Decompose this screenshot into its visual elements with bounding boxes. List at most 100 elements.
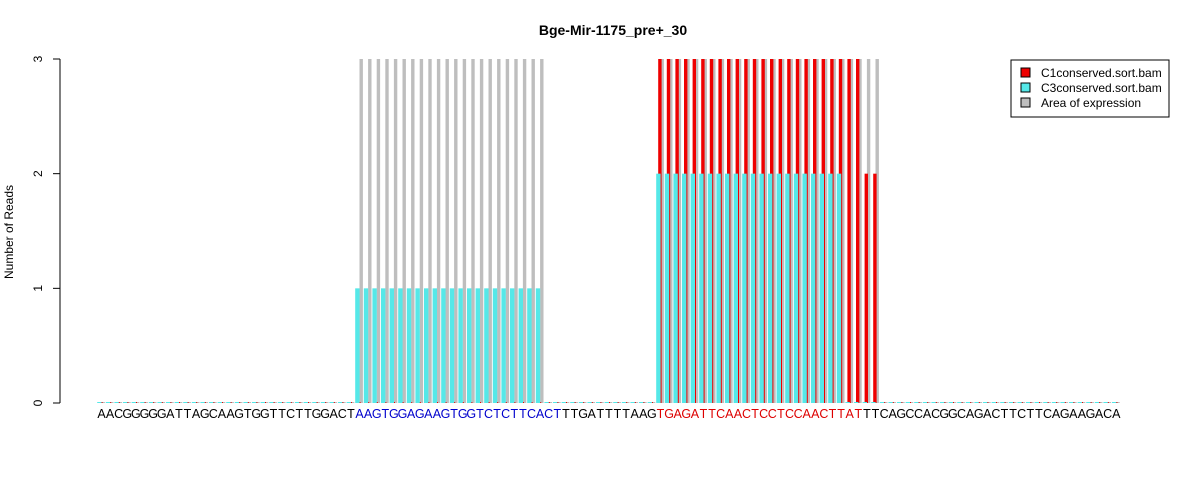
- sequence-base: A: [1112, 407, 1121, 421]
- sequence-base: G: [251, 407, 261, 421]
- bar-c3conserved: [527, 288, 532, 403]
- sequence-base: G: [647, 407, 657, 421]
- sequence-base: A: [725, 407, 734, 421]
- sequence-base: A: [923, 407, 932, 421]
- sequence-base: A: [889, 407, 898, 421]
- bar-area-of-expression: [531, 59, 535, 403]
- sequence-base: G: [415, 407, 425, 421]
- sequence-base: G: [974, 407, 984, 421]
- sequence-base: T: [751, 407, 759, 421]
- sequence-base: T: [571, 407, 579, 421]
- sequence-base: T: [510, 407, 518, 421]
- bar-c3conserved: [381, 288, 386, 403]
- bar-area-of-expression: [522, 59, 527, 403]
- bar-c3conserved: [819, 173, 824, 403]
- sequence-base: C: [484, 407, 493, 421]
- sequence-base: T: [295, 407, 303, 421]
- sequence-base: A: [691, 407, 700, 421]
- sequence-base: C: [819, 407, 828, 421]
- sequence-base: T: [1026, 407, 1034, 421]
- sequence-base: C: [914, 407, 923, 421]
- sequence-base: C: [742, 407, 751, 421]
- sequence-base: T: [622, 407, 630, 421]
- sequence-base: T: [270, 407, 278, 421]
- sequence-base: G: [157, 407, 167, 421]
- bar-c3conserved: [742, 173, 747, 403]
- bar-area-of-expression: [866, 59, 871, 403]
- sequence-base: T: [657, 407, 665, 421]
- bar-c3conserved: [432, 288, 437, 403]
- sequence-base: G: [939, 407, 949, 421]
- legend-swatch-c1: [1020, 67, 1031, 78]
- sequence-base: T: [304, 407, 312, 421]
- sequence-base: G: [312, 407, 322, 421]
- sequence-base: C: [768, 407, 777, 421]
- sequence-base: A: [536, 407, 545, 421]
- bar-area-of-expression: [772, 59, 776, 403]
- bar-c3conserved: [406, 288, 412, 403]
- sequence-base: T: [562, 407, 570, 421]
- bar-area-of-expression: [488, 59, 492, 403]
- bar-c3conserved: [699, 173, 704, 403]
- bar-c1conserved: [864, 173, 868, 403]
- bar-c3conserved: [441, 288, 446, 403]
- sequence-base: G: [389, 407, 399, 421]
- sequence-base: A: [639, 407, 648, 421]
- bar-area-of-expression: [497, 59, 501, 403]
- bars-area: [101, 59, 1120, 403]
- sequence-base: T: [278, 407, 286, 421]
- bar-area-of-expression: [505, 59, 510, 403]
- bar-area-of-expression: [540, 59, 544, 403]
- sequence-base: T: [347, 407, 355, 421]
- sequence-base: T: [863, 407, 871, 421]
- sequence-base: T: [553, 407, 561, 421]
- legend-swatch-area: [1020, 97, 1031, 108]
- sequence-base: T: [519, 407, 527, 421]
- sequence-base: T: [854, 407, 862, 421]
- sequence-base: A: [631, 407, 640, 421]
- bar-c3conserved: [690, 173, 695, 403]
- y-tick-label: 0: [31, 399, 45, 406]
- sequence-base: T: [1001, 407, 1009, 421]
- legend-label-c1: C1conserved.sort.bam: [1041, 66, 1162, 80]
- bar-area-of-expression: [385, 59, 389, 403]
- sequence-base: A: [588, 407, 597, 421]
- sequence-base: G: [466, 407, 476, 421]
- sequence-base: A: [1069, 407, 1078, 421]
- bar-c3conserved: [458, 288, 463, 403]
- sequence-base: A: [364, 407, 373, 421]
- sequence-base: A: [192, 407, 201, 421]
- sequence-base: G: [398, 407, 408, 421]
- bar-area-of-expression: [789, 59, 793, 403]
- bar-c3conserved: [501, 288, 506, 403]
- bar-area-of-expression: [875, 59, 879, 403]
- bar-area-of-expression: [703, 59, 707, 403]
- bar-c3conserved: [828, 173, 833, 403]
- sequence-base: A: [734, 407, 743, 421]
- sequence-base: T: [614, 407, 622, 421]
- sequence-base: A: [433, 407, 442, 421]
- bar-area-of-expression: [419, 59, 424, 403]
- sequence-base: G: [372, 407, 382, 421]
- sequence-base: C: [1043, 407, 1052, 421]
- sequence-base: C: [785, 407, 794, 421]
- bar-c3conserved: [768, 173, 773, 403]
- bar-c1conserved: [856, 59, 860, 403]
- sequence-base: A: [674, 407, 683, 421]
- sequence-base: G: [896, 407, 906, 421]
- y-axis-label: Number of Reads: [2, 185, 16, 279]
- bar-c3conserved: [802, 173, 807, 403]
- sequence-base: G: [200, 407, 210, 421]
- bar-c3conserved: [664, 173, 670, 403]
- bar-area-of-expression: [729, 59, 733, 403]
- sequence-base: C: [501, 407, 510, 421]
- bar-c3conserved: [656, 173, 661, 403]
- bar-c3conserved: [733, 173, 738, 403]
- bar-area-of-expression: [411, 59, 415, 403]
- sequence-base: A: [1052, 407, 1061, 421]
- sequence-base: G: [458, 407, 468, 421]
- bar-area-of-expression: [823, 59, 828, 403]
- sequence-base: A: [846, 407, 855, 421]
- chart-title: Bge-Mir-1175_pre+_30: [539, 22, 687, 38]
